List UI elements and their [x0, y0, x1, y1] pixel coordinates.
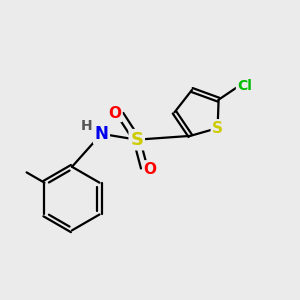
- Text: O: O: [108, 106, 121, 121]
- Text: S: S: [130, 131, 143, 149]
- Text: N: N: [94, 125, 108, 143]
- Text: S: S: [212, 121, 223, 136]
- Text: O: O: [143, 162, 157, 177]
- Text: H: H: [80, 118, 92, 133]
- Text: Cl: Cl: [237, 79, 252, 93]
